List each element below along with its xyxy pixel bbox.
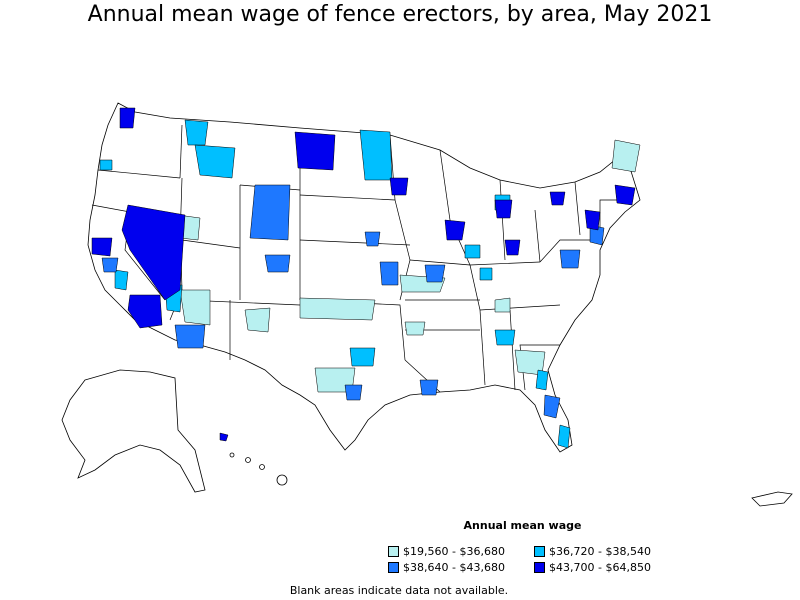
map-title: Annual mean wage of fence erectors, by a…: [87, 2, 713, 27]
alaska-outline: [61, 369, 206, 493]
legend-swatch-tier-2: [534, 546, 545, 557]
wage-tier-3-areas: [101, 184, 605, 419]
legend-item-tier-1: $19,560 - $36,680: [388, 545, 505, 558]
puerto-rico-outline: [751, 491, 793, 507]
legend-label-tier-3: $38,640 - $43,680: [403, 561, 505, 574]
footnote: Blank areas indicate data not available.: [289, 584, 509, 597]
legend-item-tier-3: $38,640 - $43,680: [388, 561, 505, 574]
legend-item-tier-4: $43,700 - $64,850: [534, 561, 651, 574]
legend-label-tier-4: $43,700 - $64,850: [549, 561, 651, 574]
legend-swatch-tier-3: [388, 562, 399, 573]
us-mainland-outline: [87, 102, 641, 453]
legend-label-tier-1: $19,560 - $36,680: [403, 545, 505, 558]
legend-label-tier-2: $36,720 - $38,540: [549, 545, 651, 558]
legend-title: Annual mean wage: [463, 519, 582, 532]
legend-item-tier-2: $36,720 - $38,540: [534, 545, 651, 558]
hawaii-islands: [229, 452, 288, 486]
legend-swatch-tier-1: [388, 546, 399, 557]
legend-swatch-tier-4: [534, 562, 545, 573]
wage-tier-4-areas: [91, 107, 636, 442]
